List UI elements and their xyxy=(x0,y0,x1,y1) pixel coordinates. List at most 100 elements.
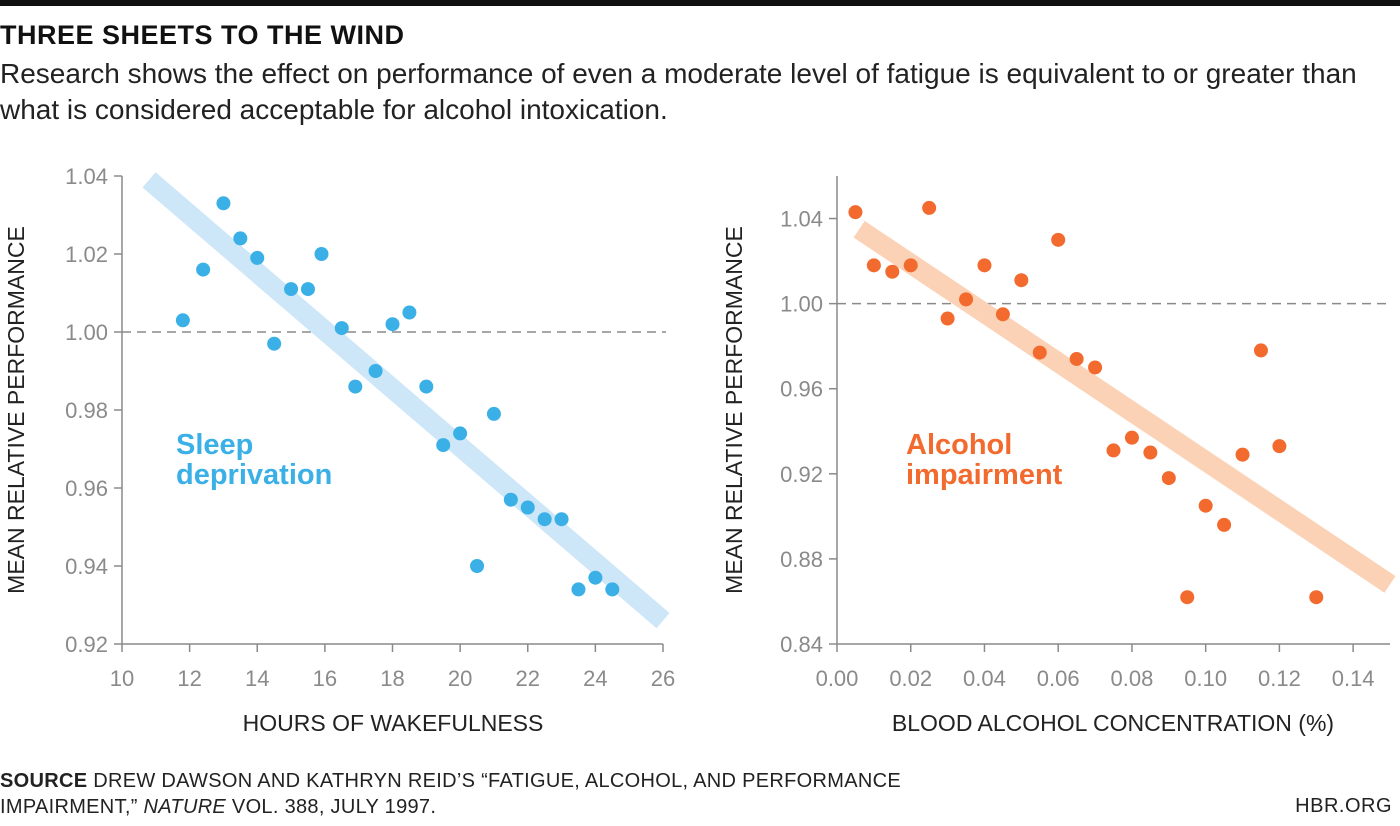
x-tick-label: 16 xyxy=(313,666,337,691)
data-point xyxy=(175,313,190,328)
data-point xyxy=(436,438,451,453)
y-tick-label: 0.84 xyxy=(780,632,823,657)
chart-subtitle: Research shows the effect on performance… xyxy=(0,58,1357,125)
x-tick-label: 24 xyxy=(583,666,607,691)
data-point xyxy=(284,282,299,297)
data-point xyxy=(1088,360,1103,375)
x-tick-label: 0.00 xyxy=(816,666,859,691)
data-point xyxy=(1272,439,1287,454)
source-note: SOURCE DREW DAWSON AND KATHRYN REID’S “F… xyxy=(0,768,901,820)
x-tick-label: 22 xyxy=(516,666,540,691)
x-tick-label: 12 xyxy=(177,666,201,691)
data-point xyxy=(940,311,955,326)
x-tick-label: 14 xyxy=(245,666,269,691)
x-tick-label: 20 xyxy=(448,666,472,691)
y-tick-label: 0.94 xyxy=(65,554,108,579)
data-point xyxy=(1069,351,1084,366)
data-point xyxy=(402,305,417,320)
data-point xyxy=(1032,345,1047,360)
data-point xyxy=(537,512,552,527)
data-point xyxy=(216,196,231,211)
data-point xyxy=(1051,232,1066,247)
data-point xyxy=(959,292,974,307)
data-point xyxy=(885,264,900,279)
source-text-line2a: IMPAIRMENT,” xyxy=(0,796,144,818)
data-point xyxy=(486,406,501,421)
y-tick-label: 1.00 xyxy=(780,292,823,317)
data-point xyxy=(470,559,485,573)
series-annotation: deprivation xyxy=(176,459,332,491)
data-point xyxy=(233,231,248,246)
sleep-deprivation-chart: 0.92 0.94 0.96 0.98 1.00 1.02 1.04 10 12 14 16 18 20… xyxy=(3,164,675,736)
data-point xyxy=(368,364,383,378)
y-tick-label: 1.02 xyxy=(65,242,108,267)
data-point xyxy=(503,492,518,507)
data-point xyxy=(1309,590,1324,605)
x-tick-label: 0.10 xyxy=(1184,666,1227,691)
source-label: SOURCE xyxy=(0,770,88,792)
data-point xyxy=(348,379,363,394)
y-tick-label: 0.96 xyxy=(780,377,823,402)
data-point xyxy=(267,336,282,351)
data-point xyxy=(250,250,265,265)
x-tick-label: 0.02 xyxy=(889,666,932,691)
data-point xyxy=(903,258,918,273)
data-point xyxy=(554,512,569,527)
y-tick-label: 0.98 xyxy=(65,398,108,423)
y-tick-label: 1.04 xyxy=(65,164,108,189)
y-tick-label: 1.00 xyxy=(65,320,108,345)
trend-line xyxy=(142,172,670,629)
data-point xyxy=(419,379,434,394)
y-tick-label: 0.92 xyxy=(65,632,108,657)
y-tick-label: 1.04 xyxy=(780,207,823,232)
x-tick-label: 18 xyxy=(380,666,404,691)
data-point xyxy=(1161,471,1176,486)
data-point xyxy=(588,570,603,585)
x-tick-label: 0.12 xyxy=(1258,666,1301,691)
data-point xyxy=(571,582,586,597)
data-point xyxy=(866,258,881,273)
x-tick-label: 10 xyxy=(110,666,134,691)
data-point xyxy=(1253,343,1268,358)
y-tick-label: 0.92 xyxy=(780,462,823,487)
y-tick-label: 0.96 xyxy=(65,476,108,501)
trend-line xyxy=(853,220,1396,593)
series-annotation: Alcohol xyxy=(906,429,1012,461)
data-point xyxy=(995,307,1010,322)
x-axis-label: HOURS OF WAKEFULNESS xyxy=(243,710,544,736)
publisher-credit: HBR.ORG xyxy=(1295,795,1392,817)
data-point xyxy=(314,247,329,261)
source-journal: NATURE xyxy=(143,796,227,818)
data-point xyxy=(605,582,620,597)
series-annotation: Sleep xyxy=(176,429,253,461)
data-point xyxy=(1198,498,1213,513)
data-point xyxy=(1106,443,1121,458)
series-annotation: impairment xyxy=(906,459,1063,491)
x-tick-label: 0.06 xyxy=(1037,666,1080,691)
x-tick-label: 0.04 xyxy=(963,666,1006,691)
y-axis-label: MEAN RELATIVE PERFORMANCE xyxy=(721,226,747,594)
data-point xyxy=(1143,445,1158,460)
data-point xyxy=(520,500,535,515)
top-rule xyxy=(0,0,1400,6)
y-axis-label: MEAN RELATIVE PERFORMANCE xyxy=(3,226,29,594)
chart-title: THREE SHEETS TO THE WIND xyxy=(0,20,405,50)
x-tick-label: 0.08 xyxy=(1111,666,1154,691)
data-point xyxy=(196,262,211,277)
data-point xyxy=(453,426,468,441)
source-text-line2b: VOL. 388, JULY 1997. xyxy=(226,796,437,818)
data-point xyxy=(334,321,349,336)
data-point xyxy=(1014,273,1029,288)
data-point xyxy=(1180,590,1195,605)
x-tick-label: 0.14 xyxy=(1332,666,1375,691)
data-point xyxy=(977,258,992,273)
y-tick-label: 0.88 xyxy=(780,547,823,572)
source-text-line1: DREW DAWSON AND KATHRYN REID’S “FATIGUE,… xyxy=(87,770,901,792)
data-point xyxy=(1124,430,1139,445)
x-axis-label: BLOOD ALCOHOL CONCENTRATION (%) xyxy=(892,710,1334,736)
data-point xyxy=(385,317,400,332)
alcohol-impairment-chart: 0.84 0.88 0.92 0.96 1.00 1.04 0.00 0.02 0.04 0.06… xyxy=(721,176,1396,736)
data-point xyxy=(922,200,937,215)
data-point xyxy=(1235,447,1250,462)
